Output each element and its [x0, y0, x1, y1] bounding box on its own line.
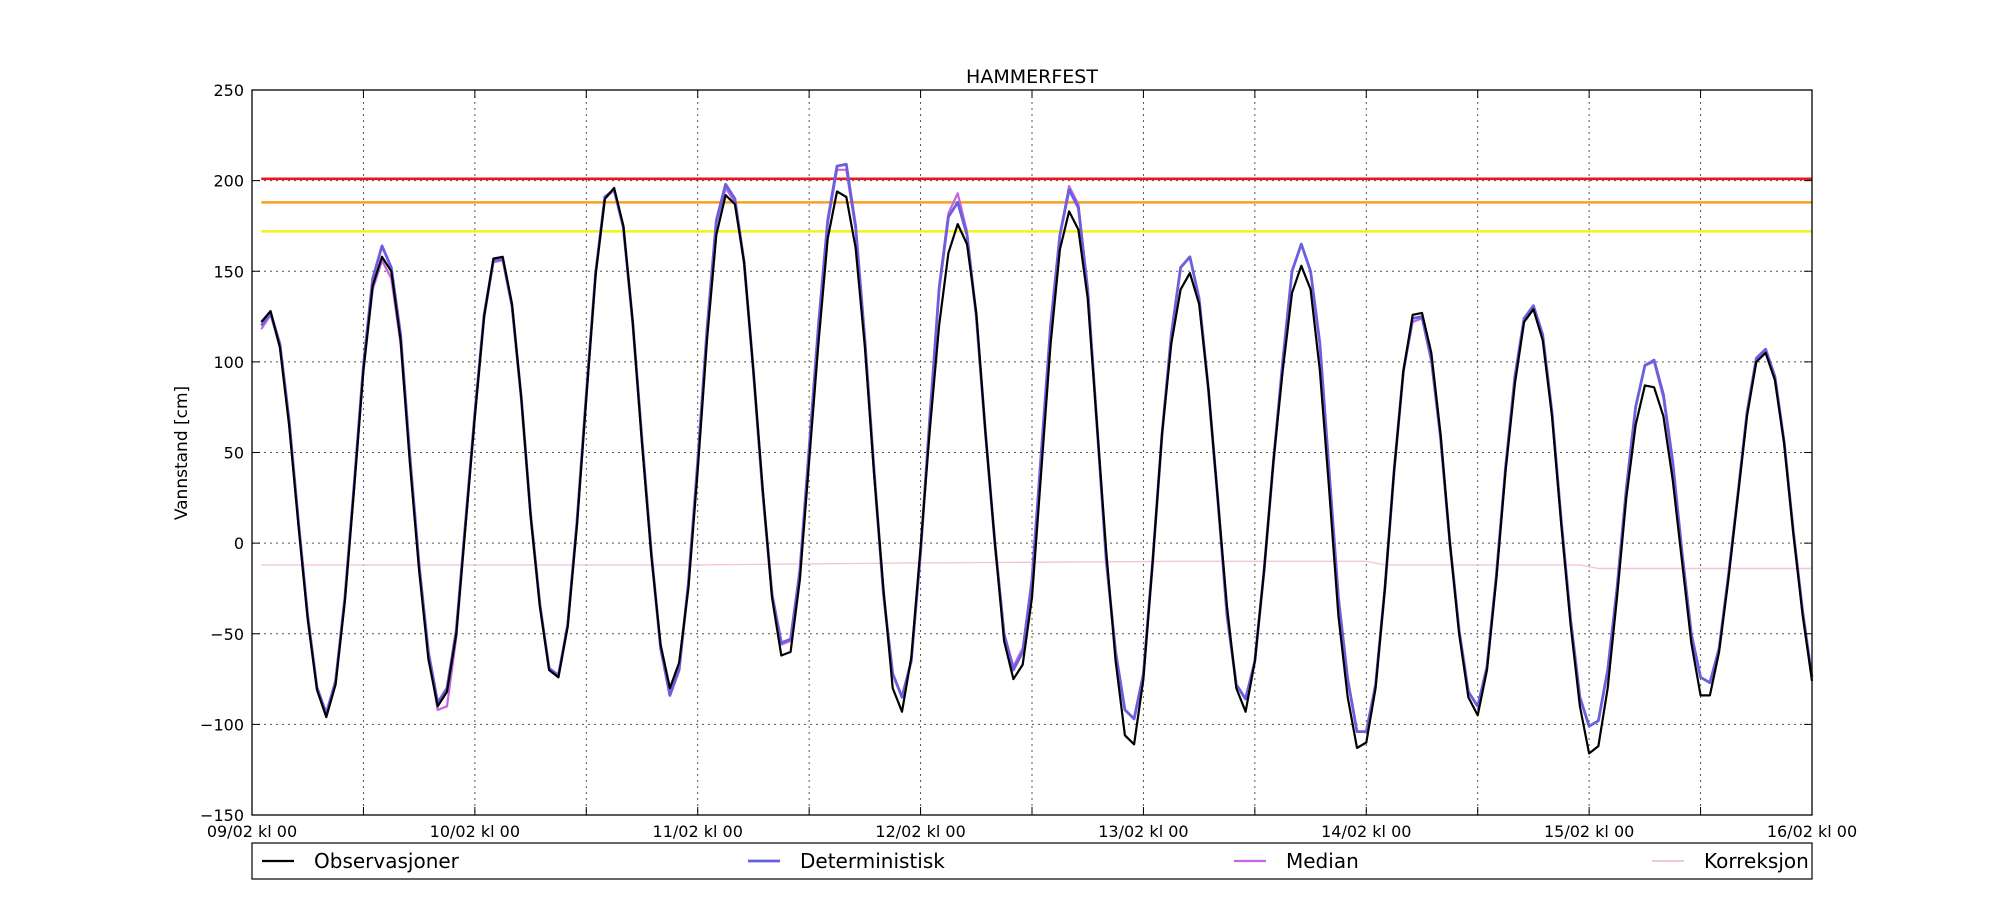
y-tick-label: 200: [213, 172, 244, 191]
y-tick-label: 150: [213, 262, 244, 281]
y-tick-label: −50: [210, 625, 244, 644]
x-tick-label: 16/02 kl 00: [1767, 822, 1857, 841]
axis-ticks: −150 −100 −50 0 50 100 150 200 250 09/02 kl 00 10/…: [200, 81, 1857, 841]
threshold-lines: [261, 177, 1812, 233]
legend-label: Korreksjon: [1704, 849, 1809, 873]
series-line-korreksjon: [261, 560, 1812, 570]
x-tick-label: 09/02 kl 00: [207, 822, 297, 841]
x-tick-label: 12/02 kl 00: [875, 822, 965, 841]
y-tick-label: −100: [200, 715, 244, 734]
legend-label: Median: [1286, 849, 1359, 873]
chart-title: HAMMERFEST: [966, 66, 1098, 88]
legend-label: Observasjoner: [314, 849, 460, 873]
series-line-median: [260, 168, 1814, 733]
series-line-deterministisk: [260, 162, 1814, 733]
y-tick-label: 50: [224, 444, 244, 463]
legend-box: [251, 842, 1813, 880]
legend-label: Deterministisk: [800, 849, 945, 873]
y-tick-label: 0: [234, 534, 244, 553]
y-tick-label: 100: [213, 353, 244, 372]
series-line-observasjoner: [260, 186, 1814, 755]
x-tick-label: 11/02 kl 00: [653, 822, 743, 841]
x-tick-label: 14/02 kl 00: [1321, 822, 1411, 841]
series-lines: [260, 162, 1814, 755]
x-tick-label: 15/02 kl 00: [1544, 822, 1634, 841]
x-tick-label: 13/02 kl 00: [1098, 822, 1188, 841]
x-tick-label: 10/02 kl 00: [430, 822, 520, 841]
legend: Observasjoner Deterministisk Median Korreks…: [251, 842, 1813, 880]
y-axis-label: Vannstand [cm]: [172, 386, 192, 520]
grid: [252, 90, 1812, 815]
y-tick-label: −150: [200, 806, 244, 825]
y-tick-label: 250: [213, 81, 244, 100]
